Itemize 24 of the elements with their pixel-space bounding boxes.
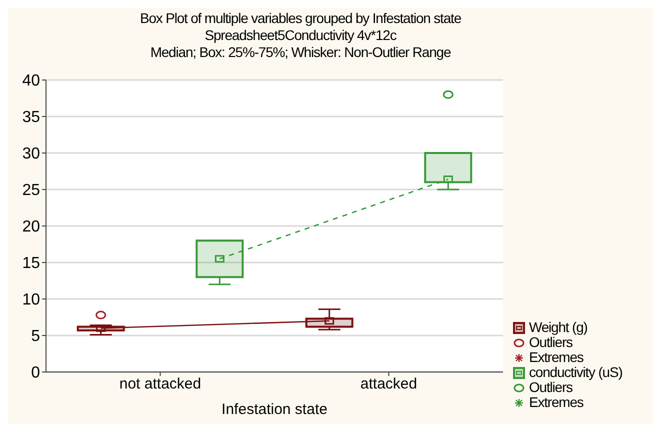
- x-tick-label: attacked: [360, 376, 418, 393]
- legend-label: Weight (g): [529, 319, 588, 335]
- x-axis-title: Infestation state: [222, 401, 328, 418]
- point: [96, 310, 106, 320]
- legend-label: Outliers: [529, 379, 572, 395]
- y-tick-label: 25: [22, 182, 40, 200]
- y-tick-label: 5: [31, 328, 40, 346]
- point: [442, 90, 454, 99]
- legend-label: Extremes: [529, 394, 584, 410]
- y-tick-label: 35: [22, 109, 40, 126]
- x-tick-label: not attacked: [119, 376, 202, 393]
- point: [96, 324, 106, 332]
- text: Median; Box: 25%-75%; Whisker: Non-Outlier Range: [149, 44, 452, 61]
- chart-title: Box Plot of multiple variables grouped by Infestation state: [138, 10, 462, 27]
- y-tick-label: 20: [22, 218, 40, 236]
- legend-label: conductivity (uS): [529, 364, 622, 380]
- chart-subtitle: Spreadsheet5Conductivity 4v*12c: [204, 27, 398, 44]
- legend-label: Extremes: [529, 349, 584, 365]
- y-tick-label: 10: [22, 292, 40, 309]
- y-tick-label: 15: [22, 255, 40, 272]
- legend-label: Outliers: [529, 334, 572, 350]
- y-tick-label: 0: [31, 364, 40, 382]
- y-tick-label: 40: [22, 72, 40, 90]
- y-tick-label: 30: [22, 146, 40, 163]
